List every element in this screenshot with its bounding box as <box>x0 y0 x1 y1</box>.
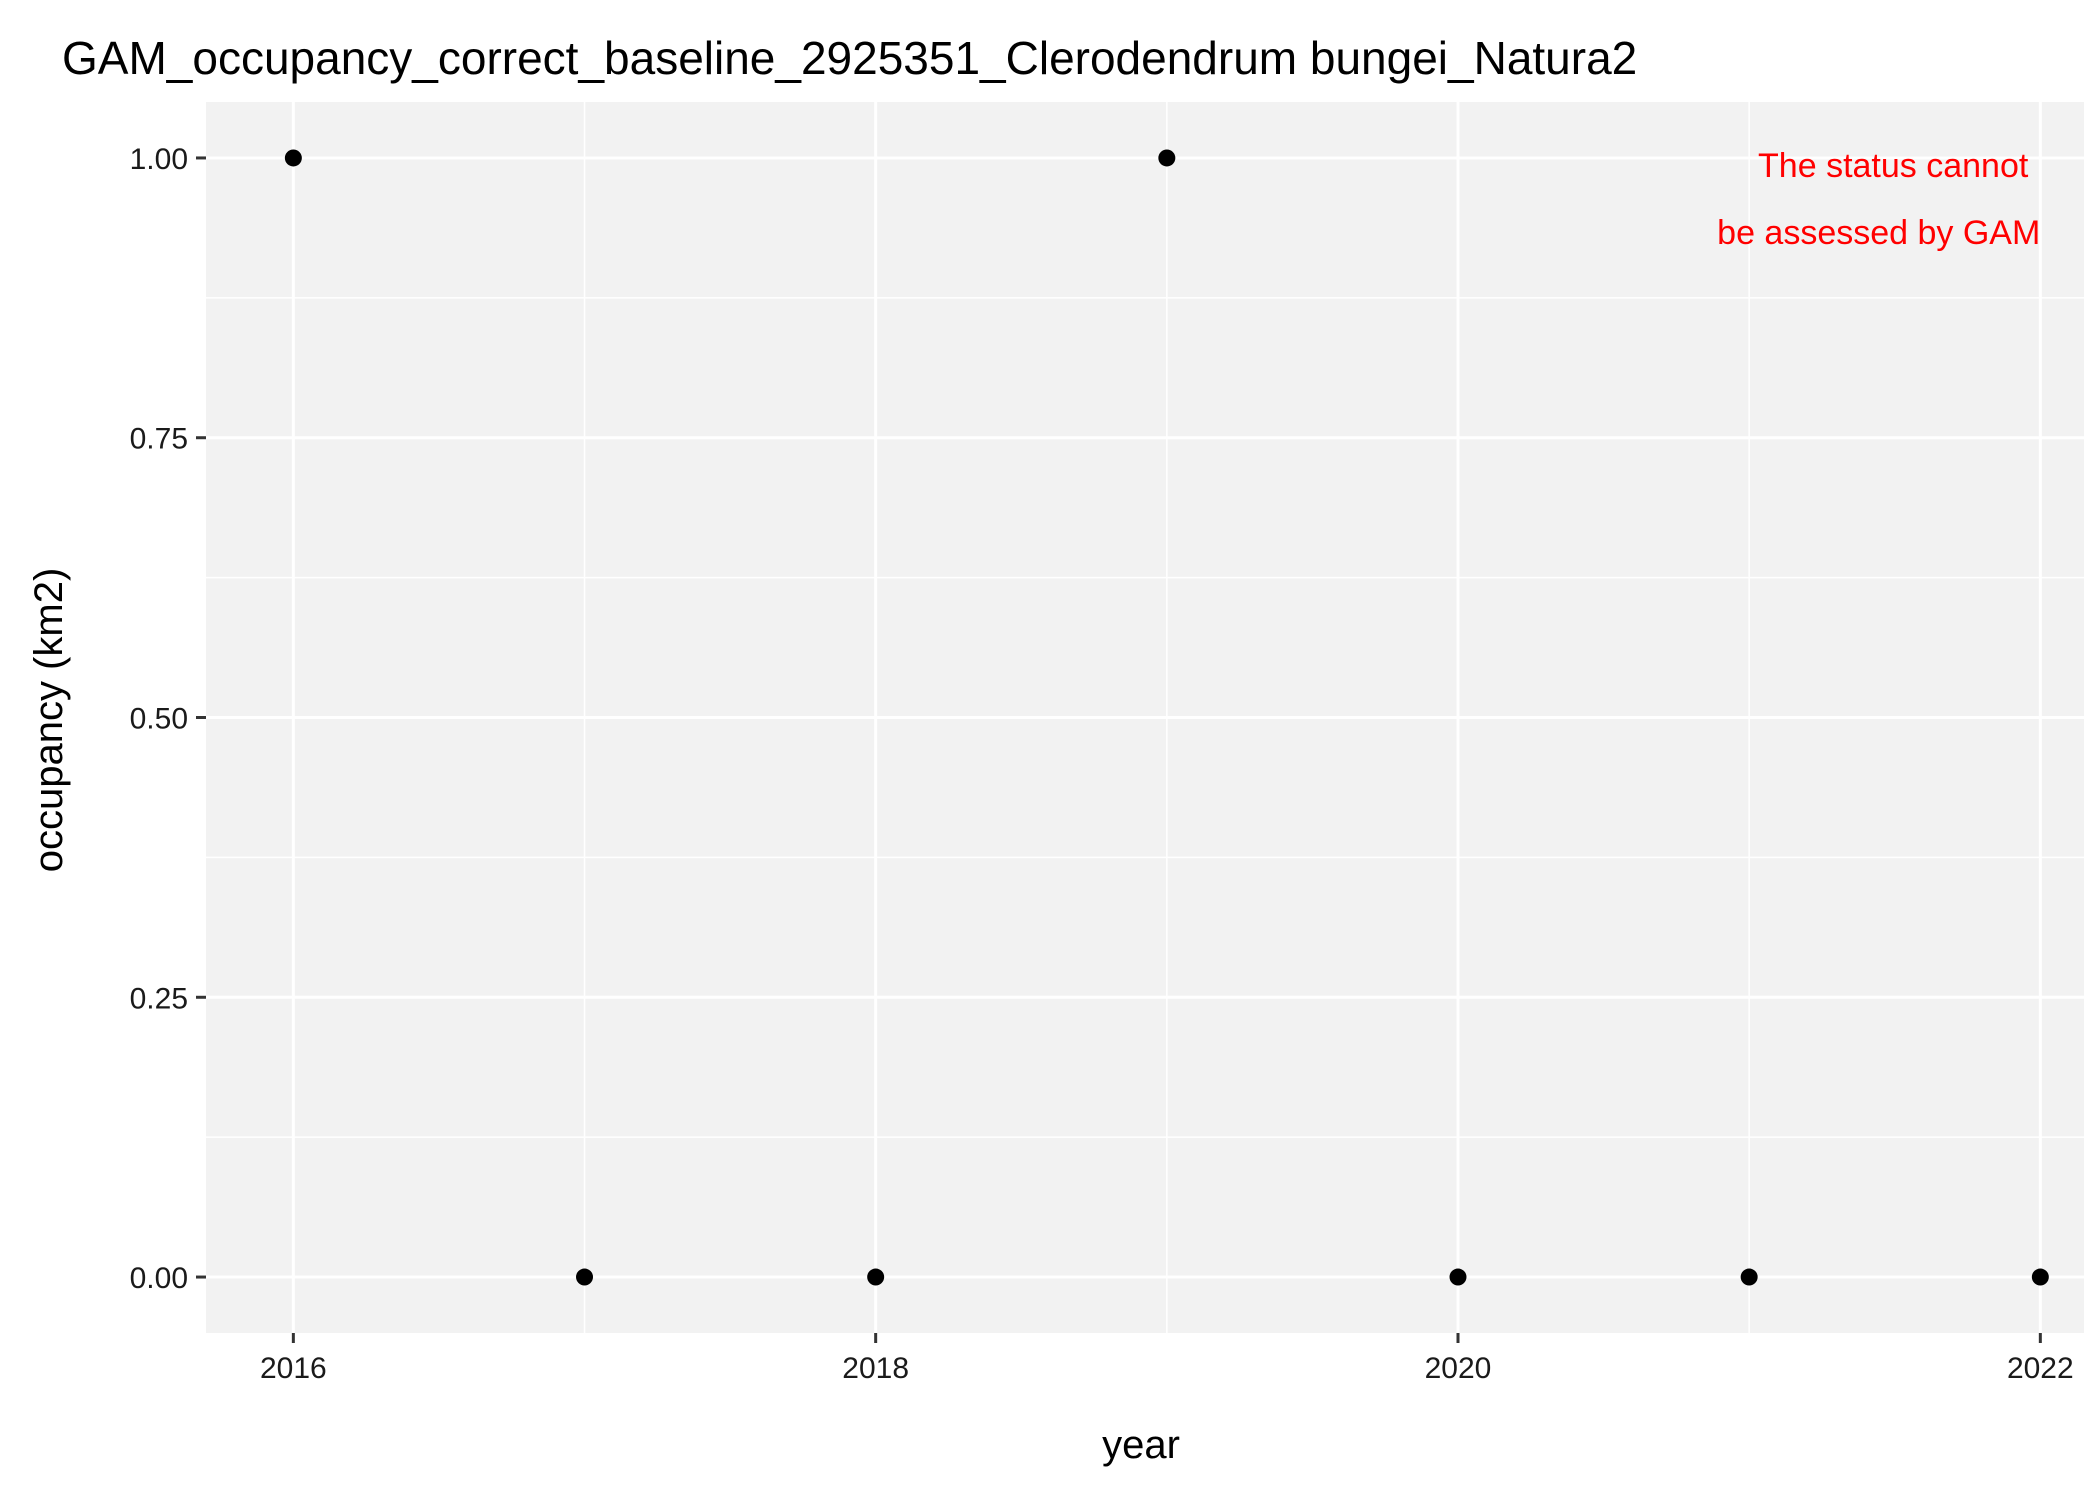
y-tick-label: 0.00 <box>130 1262 188 1295</box>
data-point <box>867 1268 885 1286</box>
data-point <box>1740 1268 1758 1286</box>
x-tick-label: 2018 <box>842 1352 909 1385</box>
y-axis-title: occupancy (km2) <box>27 568 71 873</box>
data-point <box>1449 1268 1467 1286</box>
axes: 0.00 0.25 0.50 0.75 1.00 2016 2018 2020 2022 <box>130 143 2074 1385</box>
annotation-line: The status cannot <box>1758 147 2029 185</box>
y-tick-label: 1.00 <box>130 143 188 176</box>
data-point <box>1158 149 1176 167</box>
status-annotation: The status cannot be assessed by GAM <box>1717 147 2040 252</box>
chart-title: GAM_occupancy_correct_baseline_2925351_C… <box>62 32 1637 84</box>
annotation-line: be assessed by GAM <box>1717 214 2040 252</box>
data-point <box>576 1268 594 1286</box>
x-tick-label: 2022 <box>2007 1352 2074 1385</box>
grid-lines <box>206 102 2084 1333</box>
y-tick-label: 0.75 <box>130 423 188 456</box>
x-tick-label: 2020 <box>1425 1352 1492 1385</box>
data-point <box>2031 1268 2049 1286</box>
y-tick-label: 0.50 <box>130 703 188 736</box>
data-points <box>284 149 2049 1286</box>
data-point <box>284 149 302 167</box>
x-axis-title: year <box>1102 1423 1180 1467</box>
y-tick-label: 0.25 <box>130 982 188 1015</box>
x-tick-label: 2016 <box>260 1352 327 1385</box>
